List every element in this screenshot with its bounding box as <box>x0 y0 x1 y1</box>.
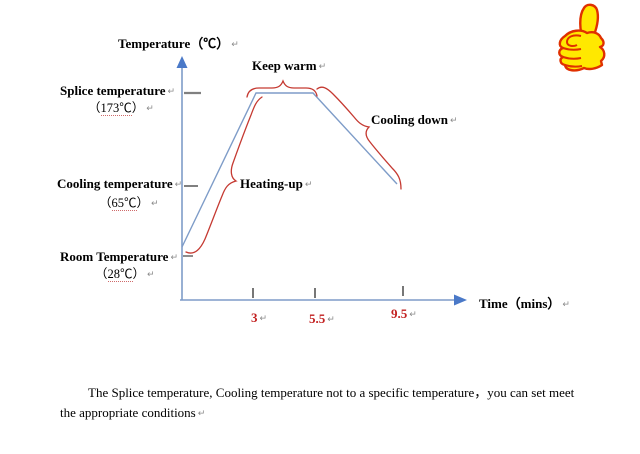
paren-open: （ <box>88 101 101 115</box>
tick-text: 5.5 <box>309 311 326 326</box>
cooling-temp-value: 65℃ <box>111 196 137 211</box>
finger-line-icon <box>562 56 582 60</box>
paragraph-mark-icon: ↵ <box>304 180 313 190</box>
splice-label-text: Splice temperature <box>60 83 166 98</box>
cooling-down-annotation: Cooling down ↵ <box>371 112 458 129</box>
paragraph-mark-icon: ↵ <box>167 87 176 97</box>
finger-curl-icon <box>565 34 582 47</box>
brace-heating-up-icon <box>185 96 263 254</box>
paragraph-mark-icon: ↵ <box>146 104 154 114</box>
paren-close: ） <box>132 267 146 281</box>
room-temperature-label: Room Temperature ↵ <box>60 249 178 266</box>
note-text-line-1: The Splice temperature, Cooling temperat… <box>88 385 575 400</box>
thumbs-up-clipart <box>558 3 606 72</box>
room-temperature-value: （28℃） ↵ <box>95 267 155 283</box>
paragraph-mark-icon: ↵ <box>562 300 570 310</box>
tick-text: 3 <box>251 310 258 325</box>
x-tick-label-9-5: 9.5 ↵ <box>391 306 417 323</box>
finger-line-icon <box>562 47 582 51</box>
splice-temperature-label: Splice temperature ↵ <box>60 83 175 100</box>
cooling-down-text: Cooling down <box>371 112 448 127</box>
splice-temperature-value: （173℃） ↵ <box>88 101 154 117</box>
brace-keep-warm-icon <box>246 79 318 98</box>
y-axis-title: Temperature（℃） ↵ <box>118 36 239 53</box>
x-axis-title-text: Time（mins） <box>479 296 561 311</box>
paragraph-mark-icon: ↵ <box>147 270 155 280</box>
paragraph-mark-icon: ↵ <box>170 253 178 263</box>
note-paragraph-line-1: The Splice temperature, Cooling temperat… <box>88 383 574 403</box>
room-label-text: Room Temperature <box>60 249 169 264</box>
paren-open: （ <box>99 196 112 210</box>
fist-icon <box>558 29 606 72</box>
finger-line-icon <box>564 64 583 68</box>
paragraph-mark-icon: ↵ <box>197 409 206 419</box>
splice-temp-value: 173℃ <box>100 101 132 116</box>
cooling-label-text: Cooling temperature <box>57 176 173 191</box>
tick-text: 9.5 <box>391 306 408 321</box>
cooling-temperature-value: （65℃） ↵ <box>99 196 159 212</box>
paragraph-mark-icon: ↵ <box>151 199 159 209</box>
x-axis-title: Time（mins） ↵ <box>479 296 570 313</box>
paragraph-mark-icon: ↵ <box>259 314 268 324</box>
paragraph-mark-icon: ↵ <box>231 40 239 50</box>
x-axis-arrow-icon <box>454 294 467 306</box>
heating-up-annotation: Heating-up ↵ <box>240 176 312 193</box>
keep-warm-annotation: Keep warm ↵ <box>252 58 326 75</box>
x-tick-label-3: 3 ↵ <box>251 310 267 327</box>
paragraph-mark-icon: ↵ <box>318 62 327 72</box>
paren-close: ） <box>131 101 145 115</box>
paren-open: （ <box>95 267 108 281</box>
paragraph-mark-icon: ↵ <box>409 310 417 320</box>
paragraph-mark-icon: ↵ <box>449 116 458 126</box>
note-paragraph-line-2: the appropriate conditions ↵ <box>60 403 205 424</box>
paragraph-mark-icon: ↵ <box>327 315 335 325</box>
x-tick-label-5-5: 5.5 ↵ <box>309 311 335 328</box>
note-text-line-2: the appropriate conditions <box>60 405 196 420</box>
cooling-temperature-label: Cooling temperature ↵ <box>57 176 182 193</box>
y-axis-title-text: Temperature（℃） <box>118 36 230 51</box>
paren-close: ） <box>136 196 150 210</box>
room-temp-value: 28℃ <box>107 267 133 282</box>
temperature-profile-line <box>181 92 398 248</box>
brace-cooling-down-icon <box>316 86 402 190</box>
heating-up-text: Heating-up <box>240 176 303 191</box>
keep-warm-text: Keep warm <box>252 58 317 73</box>
y-axis-arrow-icon <box>176 56 188 68</box>
paragraph-mark-icon: ↵ <box>174 180 183 190</box>
